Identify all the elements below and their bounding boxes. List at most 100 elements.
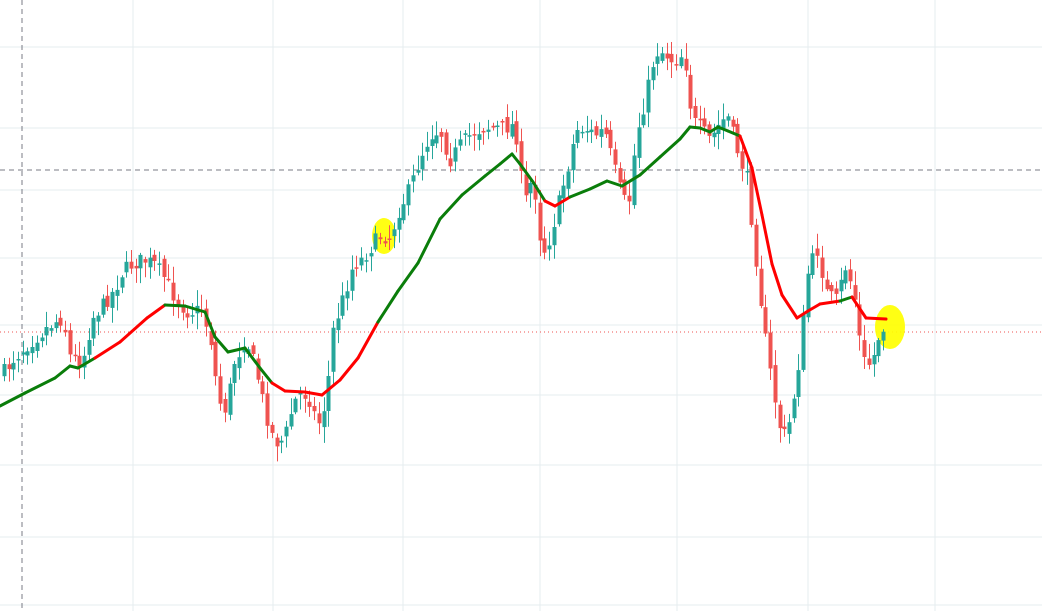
ma-segment	[183, 304, 207, 314]
candle-body	[181, 305, 186, 313]
ma-segment	[510, 152, 522, 166]
ma-segment	[795, 309, 810, 320]
candle-body	[317, 413, 322, 424]
ma-segment	[23, 376, 57, 395]
candle-body	[792, 398, 797, 419]
ma-segment	[770, 262, 784, 297]
candle-body	[25, 351, 30, 356]
candle-body	[834, 288, 839, 294]
candle-body	[44, 327, 49, 336]
candle-body	[265, 393, 270, 426]
candle-body	[881, 331, 886, 341]
candle-body	[707, 124, 712, 136]
candle-body	[16, 359, 21, 361]
candle-body	[354, 267, 359, 269]
candle-body	[768, 332, 773, 369]
candle-body	[674, 64, 679, 66]
candle-body	[30, 347, 35, 354]
candle-body	[162, 258, 167, 277]
ma-segment	[531, 180, 547, 203]
candle-body	[796, 370, 801, 397]
candle-body	[444, 132, 449, 155]
candle-body	[340, 295, 345, 316]
candle-body	[228, 383, 233, 415]
candle-body	[585, 131, 590, 133]
candle-body	[825, 279, 830, 290]
candle-body	[477, 134, 482, 140]
candle-body	[105, 295, 110, 307]
ma-segment	[93, 340, 122, 360]
candle-body	[594, 126, 599, 136]
ma-segment	[678, 125, 692, 141]
candle-body	[383, 241, 388, 244]
candle-body	[453, 147, 458, 162]
candle-body	[270, 424, 275, 433]
candle-body	[40, 337, 45, 342]
ma-segment	[543, 199, 557, 208]
candle-body	[148, 257, 153, 268]
ma-segment	[605, 179, 624, 188]
candle-body	[660, 53, 665, 61]
candle-body	[519, 141, 524, 171]
candle-body	[166, 278, 171, 281]
candle-body	[58, 317, 63, 326]
candle-body	[190, 315, 195, 317]
ma-segment	[320, 378, 342, 397]
ma-segment	[303, 390, 324, 397]
ma-segment	[780, 293, 799, 320]
ma-segment	[416, 217, 442, 265]
candle-body	[698, 118, 703, 121]
candle-body	[528, 183, 533, 194]
candle-body	[561, 185, 566, 199]
candle-body	[176, 299, 181, 307]
ma-segment	[118, 316, 149, 344]
candle-body	[749, 166, 754, 225]
ma-segment	[163, 303, 187, 308]
candle-body	[237, 357, 242, 369]
candle-body	[307, 401, 312, 407]
ma-segment	[518, 162, 535, 184]
ma-segment	[716, 125, 730, 133]
candle-body	[571, 144, 576, 171]
ma-segment	[203, 310, 217, 339]
ma-segment	[226, 346, 247, 354]
candle-body	[735, 123, 740, 154]
candle-body	[557, 195, 562, 225]
ma-segment	[698, 126, 712, 134]
candle-body	[839, 279, 844, 292]
candle-body	[96, 315, 101, 322]
candle-body	[857, 304, 862, 336]
ma-segment	[850, 295, 868, 320]
candles	[2, 42, 886, 462]
candle-body	[260, 381, 265, 395]
ma-segment	[270, 381, 287, 393]
candle-body	[684, 58, 689, 71]
ma-segment	[688, 125, 702, 130]
candle-body	[613, 149, 618, 165]
candle-body	[618, 168, 623, 183]
ma-segment	[438, 193, 464, 221]
candle-body	[716, 124, 721, 134]
candle-body	[500, 121, 505, 123]
ma-segment	[356, 320, 380, 360]
ma-segment	[283, 389, 307, 394]
candle-body	[801, 314, 806, 370]
candle-body	[303, 394, 308, 399]
candle-body	[702, 118, 707, 127]
ma-segment	[738, 134, 754, 170]
candle-body	[279, 440, 284, 443]
candle-body	[782, 426, 787, 430]
candle-body	[848, 269, 853, 282]
candle-body	[740, 151, 745, 169]
ma-segment	[376, 289, 400, 324]
candle-body	[232, 364, 237, 383]
candle-body	[289, 414, 294, 427]
ma-segment	[145, 303, 167, 320]
candle-body	[256, 358, 261, 380]
candle-body	[773, 365, 778, 403]
candle-body	[336, 318, 341, 331]
ma-segment	[53, 364, 72, 380]
candle-body	[679, 57, 684, 67]
candle-body	[49, 328, 54, 331]
